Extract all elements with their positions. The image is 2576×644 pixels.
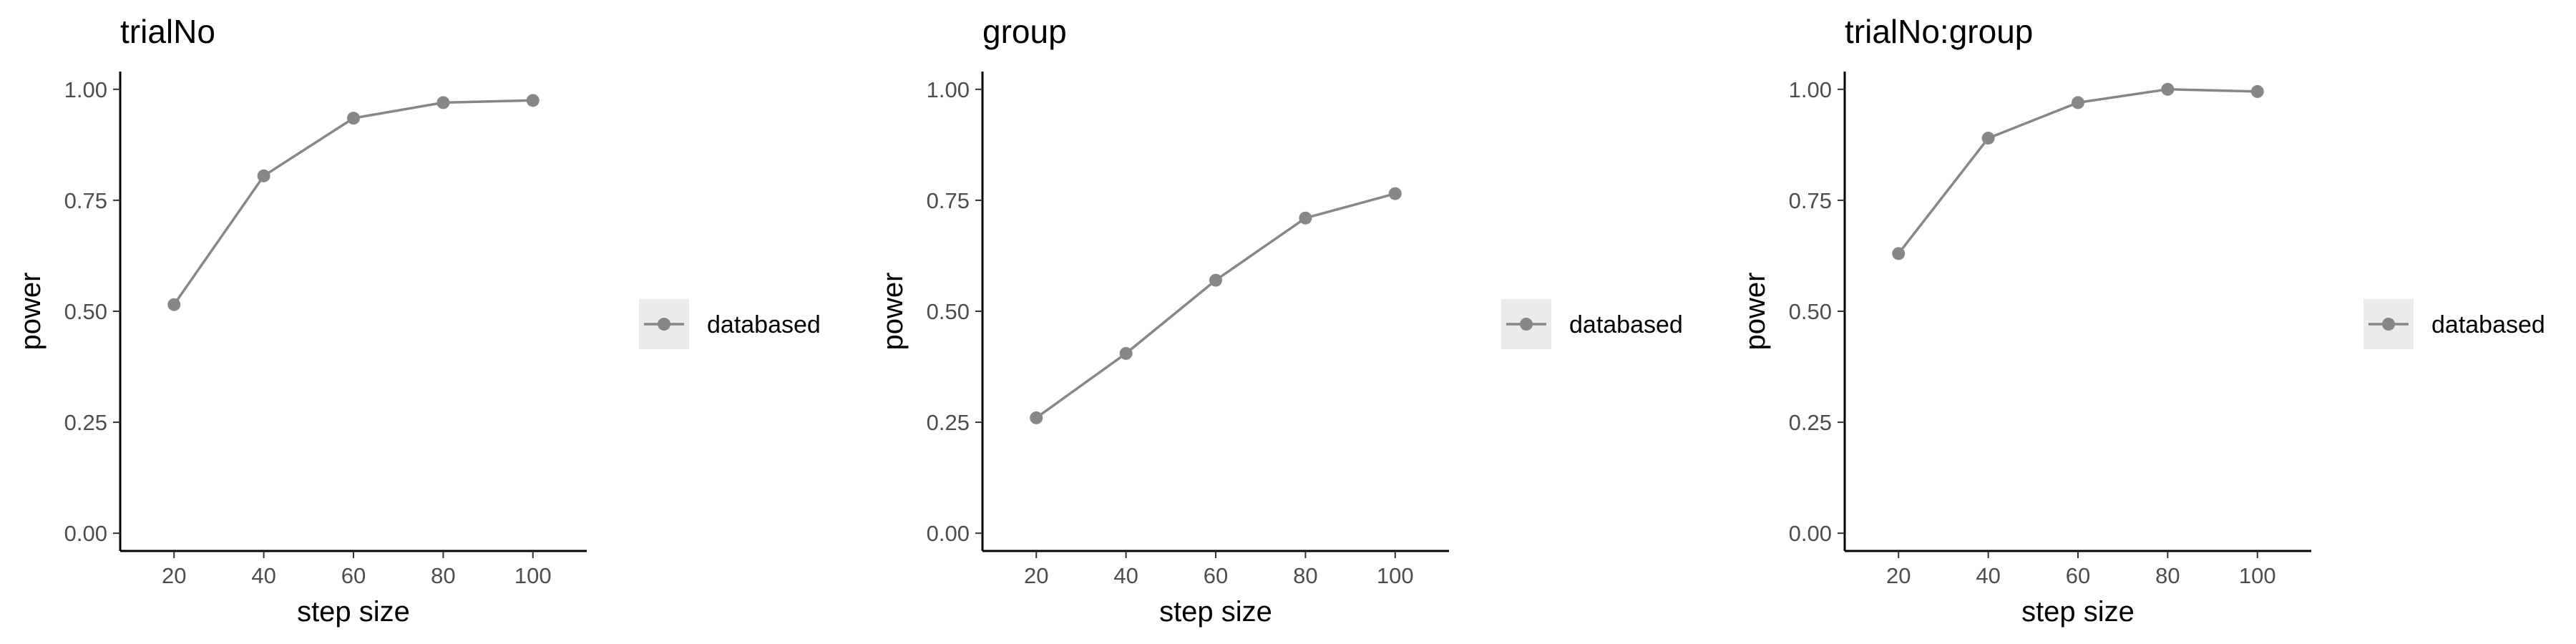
data-point [436,96,450,109]
data-point [1388,187,1402,200]
x-tick-label: 40 [1113,563,1138,588]
x-tick-label: 100 [1377,563,1414,588]
data-point [2072,96,2084,109]
x-tick-label: 80 [2155,563,2180,588]
y-tick-label: 1.00 [1789,77,1832,102]
data-point [1981,132,1995,145]
data-point [1030,411,1043,424]
y-tick-label: 0.00 [927,521,970,546]
x-tick-label: 80 [431,563,455,588]
y-tick-label: 0.25 [64,410,107,435]
x-tick-label: 60 [1204,563,1228,588]
x-tick-label: 20 [1886,563,1911,588]
x-tick-label: 40 [1976,563,2000,588]
series-line-1 [1035,192,1396,419]
x-axis-label: step size [2021,596,2135,628]
y-axis-label: power [15,273,47,351]
y-tick-label: 1.00 [64,77,107,102]
y-tick-label: 0.75 [64,188,107,213]
y-tick-label: 0.75 [1789,188,1832,213]
legend-label: databased [1569,311,1683,338]
y-tick-label: 0.50 [927,299,970,324]
legend-label: databased [707,311,821,338]
chart-title: trialNo [120,13,215,50]
data-point [1892,247,1906,260]
data-point [1209,273,1222,287]
chart-title: trialNo:group [1845,13,2033,50]
data-point [526,94,540,107]
data-point [257,169,270,182]
x-tick-label: 100 [2239,563,2276,588]
chart-panel-3: trialNo:group 0.00 0.25 0.50 0.75 1.00 20 40 60 8… [1740,13,2545,628]
x-tick-label: 60 [341,563,366,588]
x-axis-label: step size [1159,596,1272,628]
data-point [2250,84,2264,98]
y-tick-label: 0.75 [927,188,970,213]
x-axis-label: step size [297,596,410,628]
y-tick-label: 0.00 [64,521,107,546]
series-line-1 [172,99,533,306]
y-tick-label: 0.50 [64,299,107,324]
legend-key-point [658,318,670,331]
data-point [1299,211,1312,225]
x-tick-label: 100 [514,563,552,588]
x-tick-label: 20 [162,563,186,588]
y-axis-label: power [1740,273,1771,351]
x-tick-label: 40 [251,563,275,588]
legend: databased [2363,299,2545,349]
data-point [167,298,181,311]
legend-label: databased [2431,311,2545,338]
legend: databased [639,299,821,349]
y-tick-label: 0.25 [1789,410,1832,435]
legend: databased [1501,299,1683,349]
legend-key-point [2382,318,2395,331]
y-axis-label: power [877,273,909,351]
chart-title: group [982,13,1067,50]
legend-key-point [1520,318,1533,331]
x-tick-label: 80 [1293,563,1317,588]
y-tick-label: 0.50 [1789,299,1832,324]
x-tick-label: 60 [2066,563,2090,588]
chart-panel-1: trialNo 0.00 0.25 0.50 0.75 1.00 20 40 60 80 100 st… [15,13,821,628]
y-tick-label: 0.25 [927,410,970,435]
y-tick-label: 0.00 [1789,521,1832,546]
data-point [2161,82,2175,96]
y-tick-label: 1.00 [927,77,970,102]
x-tick-label: 20 [1024,563,1048,588]
data-point [1119,346,1133,360]
chart-panel-2: group 0.00 0.25 0.50 0.75 1.00 20 40 60 80 100 step… [877,13,1683,628]
series-line-1 [1897,88,2258,255]
data-point [347,112,360,125]
